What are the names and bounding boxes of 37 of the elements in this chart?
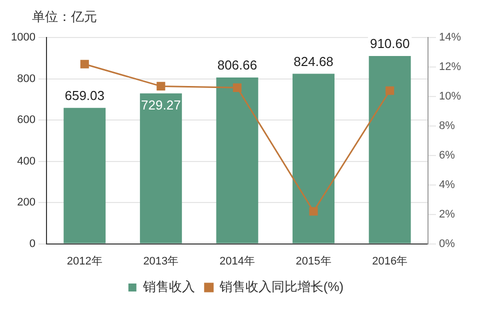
bar (64, 108, 106, 244)
legend-label: 销售收入 (142, 279, 195, 294)
bar (216, 77, 258, 244)
bar (368, 56, 411, 244)
y-tick-label: 600 (17, 114, 36, 126)
y2-tick-label: 0% (438, 238, 456, 250)
y2-tick-label: 2% (438, 208, 456, 220)
point (156, 82, 166, 90)
y2-tick-label: 12% (438, 61, 462, 74)
y-tick-label: 0 (29, 238, 36, 250)
x-tick-label: 2014年 (219, 255, 255, 268)
y2-tick-label: 14% (438, 32, 462, 44)
bar (140, 93, 182, 244)
y2-tick-label: 4% (438, 178, 456, 191)
y2-tick-label: 8% (438, 120, 456, 132)
point (309, 207, 318, 216)
bar (292, 74, 335, 244)
y-tick-label: 400 (17, 155, 36, 168)
y2-tick-label: 10% (438, 90, 462, 103)
data-label: 806.66 (217, 58, 258, 73)
y-tick-label: 800 (17, 72, 36, 85)
y-tick-label: 1000 (10, 32, 36, 44)
data-label: 910.60 (370, 36, 410, 52)
x-tick-label: 2016年 (372, 255, 408, 268)
data-label: 659.03 (64, 88, 105, 103)
data-label: 729.27 (141, 98, 181, 113)
x-tick-label: 2015年 (296, 255, 332, 268)
point (386, 86, 394, 95)
point (232, 83, 242, 92)
point (80, 60, 89, 68)
y2-tick-label: 6% (438, 149, 456, 162)
data-label: 824.68 (294, 54, 334, 69)
y-tick-label: 200 (17, 196, 36, 209)
x-tick-label: 2012年 (66, 255, 102, 268)
y-axis-title: 单位：亿元 (31, 8, 98, 26)
legend-label: 销售收入同比增长(%) (218, 279, 344, 294)
x-tick-label: 2013年 (143, 255, 179, 268)
